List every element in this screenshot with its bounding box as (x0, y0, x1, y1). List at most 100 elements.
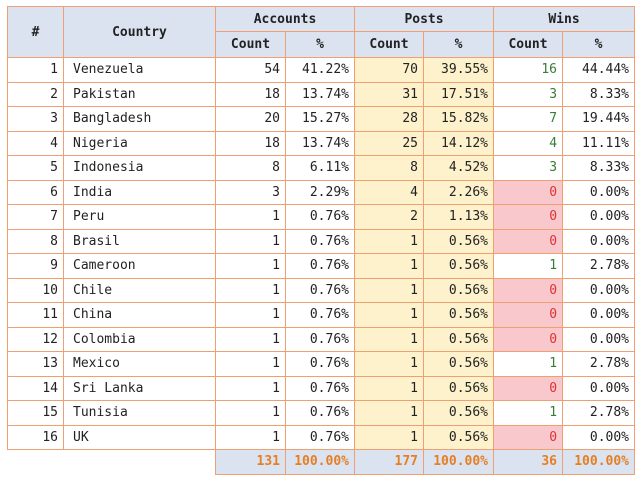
row-wins-count: 3 (493, 81, 564, 107)
row-accounts-pct: 0.76% (285, 228, 355, 254)
row-accounts-pct: 6.11% (285, 155, 355, 181)
row-posts-count: 8 (354, 155, 424, 181)
row-posts-count: 31 (354, 81, 424, 107)
total-posts-count: 177 (354, 449, 424, 475)
row-rank: 13 (7, 351, 64, 377)
row-wins-count: 16 (493, 57, 564, 83)
row-wins-count: 4 (493, 130, 564, 156)
row-accounts-pct: 13.74% (285, 130, 355, 156)
row-country: Bangladesh (63, 106, 216, 132)
row-posts-pct: 0.56% (422, 277, 495, 303)
row-rank: 8 (7, 228, 64, 254)
row-rank: 12 (7, 326, 64, 352)
row-accounts-pct: 13.74% (285, 81, 355, 107)
row-wins-count: 0 (493, 302, 564, 328)
row-posts-pct: 39.55% (422, 57, 495, 83)
row-accounts-count: 3 (215, 179, 286, 205)
row-accounts-pct: 0.76% (285, 277, 355, 303)
row-accounts-pct: 0.76% (285, 424, 355, 450)
row-wins-pct: 19.44% (562, 106, 636, 132)
row-posts-count: 1 (354, 351, 424, 377)
row-country: Mexico (63, 351, 216, 377)
row-accounts-count: 1 (215, 351, 286, 377)
row-posts-pct: 17.51% (422, 81, 495, 107)
table-row: 8 Brasil 1 0.76% 1 0.56% 0 0.00% (7, 228, 636, 254)
posts-header: Posts (353, 6, 495, 32)
row-country: Cameroon (63, 253, 216, 279)
total-accounts-pct: 100.00% (285, 449, 355, 475)
row-wins-count: 0 (493, 424, 564, 450)
row-wins-pct: 0.00% (562, 228, 636, 254)
table-row: 6 India 3 2.29% 4 2.26% 0 0.00% (7, 179, 636, 205)
row-wins-pct: 8.33% (562, 155, 636, 181)
accounts-count-header: Count (215, 31, 286, 58)
row-rank: 6 (7, 179, 64, 205)
country-header: Country (63, 6, 216, 58)
posts-pct-header: % (422, 31, 495, 58)
total-wins-pct: 100.00% (562, 449, 636, 475)
row-wins-pct: 11.11% (562, 130, 636, 156)
row-wins-pct: 0.00% (562, 326, 636, 352)
row-accounts-count: 1 (215, 277, 286, 303)
row-country: Sri Lanka (63, 375, 216, 401)
row-wins-pct: 44.44% (562, 57, 636, 83)
row-accounts-pct: 0.76% (285, 326, 355, 352)
row-accounts-pct: 41.22% (285, 57, 355, 83)
row-accounts-count: 1 (215, 228, 286, 254)
row-posts-count: 1 (354, 302, 424, 328)
row-country: UK (63, 424, 216, 450)
row-posts-pct: 1.13% (422, 204, 495, 230)
table-row: 13 Mexico 1 0.76% 1 0.56% 1 2.78% (7, 351, 636, 377)
row-rank: 3 (7, 106, 64, 132)
row-posts-pct: 0.56% (422, 228, 495, 254)
row-posts-count: 1 (354, 277, 424, 303)
row-wins-count: 0 (493, 204, 564, 230)
total-accounts-count: 131 (215, 449, 286, 475)
row-accounts-pct: 15.27% (285, 106, 355, 132)
row-wins-count: 1 (493, 351, 564, 377)
row-posts-pct: 0.56% (422, 326, 495, 352)
row-country: Indonesia (63, 155, 216, 181)
table-row: 15 Tunisia 1 0.76% 1 0.56% 1 2.78% (7, 400, 636, 426)
row-country: Brasil (63, 228, 216, 254)
row-posts-count: 4 (354, 179, 424, 205)
rank-header: # (7, 6, 64, 58)
row-rank: 14 (7, 375, 64, 401)
row-rank: 2 (7, 81, 64, 107)
row-posts-pct: 0.56% (422, 424, 495, 450)
table-row: 3 Bangladesh 20 15.27% 28 15.82% 7 19.44% (7, 106, 636, 132)
table-body: 1 Venezuela 54 41.22% 70 39.55% 16 44.44% 2 Pakis… (7, 57, 636, 450)
row-country: Tunisia (63, 400, 216, 426)
row-posts-count: 1 (354, 228, 424, 254)
row-wins-count: 0 (493, 179, 564, 205)
row-country: Venezuela (63, 57, 216, 83)
total-posts-pct: 100.00% (422, 449, 495, 475)
row-rank: 1 (7, 57, 64, 83)
row-accounts-count: 1 (215, 204, 286, 230)
row-posts-pct: 4.52% (422, 155, 495, 181)
total-wins-count: 36 (493, 449, 564, 475)
row-accounts-count: 18 (215, 81, 286, 107)
row-posts-count: 1 (354, 400, 424, 426)
row-accounts-count: 1 (215, 253, 286, 279)
row-accounts-pct: 2.29% (285, 179, 355, 205)
row-posts-pct: 2.26% (422, 179, 495, 205)
header-row-subcolumns: Count % Count % Count % (8, 31, 636, 58)
row-rank: 11 (7, 302, 64, 328)
row-accounts-pct: 0.76% (285, 351, 355, 377)
row-posts-count: 1 (354, 326, 424, 352)
table-row: 2 Pakistan 18 13.74% 31 17.51% 3 8.33% (7, 81, 636, 107)
row-wins-pct: 2.78% (562, 253, 636, 279)
wins-header: Wins (493, 6, 636, 32)
table-row: 10 Chile 1 0.76% 1 0.56% 0 0.00% (7, 277, 636, 303)
row-wins-count: 0 (493, 326, 564, 352)
row-accounts-count: 1 (215, 424, 286, 450)
row-posts-pct: 0.56% (422, 302, 495, 328)
totals-blank-rank (7, 449, 64, 474)
accounts-pct-header: % (285, 31, 355, 58)
row-wins-count: 7 (493, 106, 564, 132)
row-wins-pct: 2.78% (562, 400, 636, 426)
row-posts-pct: 0.56% (422, 400, 495, 426)
accounts-header: Accounts (215, 6, 355, 32)
row-rank: 16 (7, 424, 64, 450)
